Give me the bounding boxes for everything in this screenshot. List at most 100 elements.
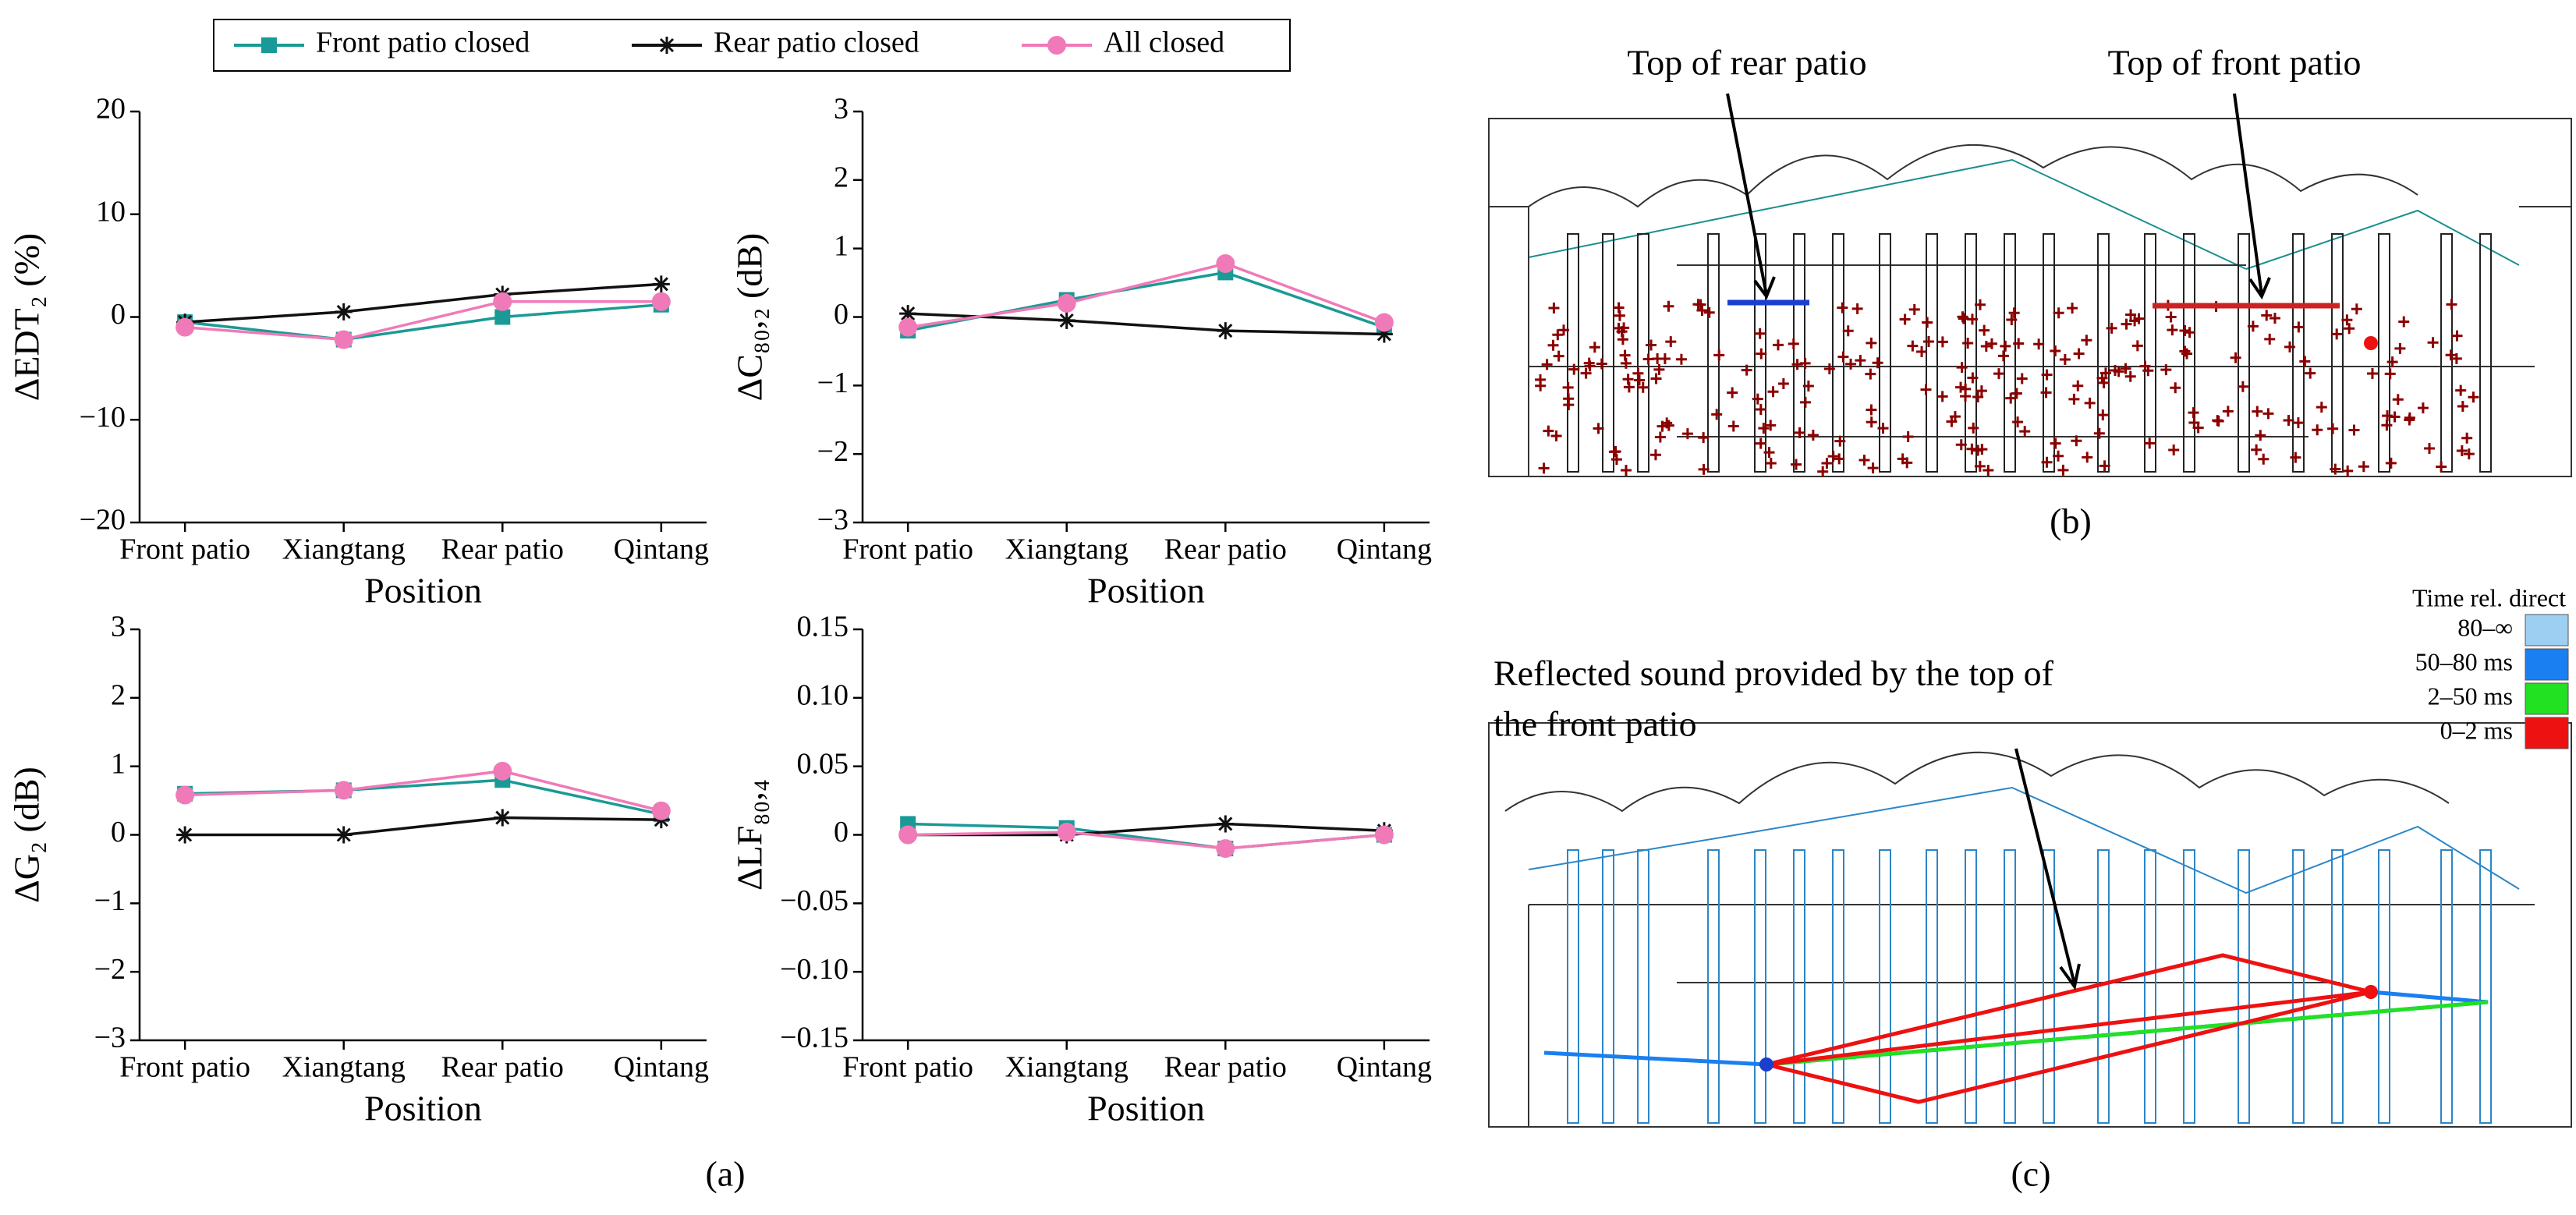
column xyxy=(2144,849,2156,1124)
column xyxy=(2331,233,2344,473)
receiver xyxy=(1837,351,1849,363)
marker xyxy=(1057,293,1076,313)
marker xyxy=(334,781,353,800)
receiver xyxy=(1866,404,1877,416)
receiver xyxy=(2284,341,2296,352)
column xyxy=(1567,233,1579,473)
receiver xyxy=(2252,406,2263,417)
receiver xyxy=(1907,340,1919,352)
receiver xyxy=(1845,358,1857,370)
column xyxy=(2238,849,2250,1124)
legend-frame xyxy=(213,19,1291,72)
marker xyxy=(651,292,671,311)
x-axis-label: Position xyxy=(1087,571,1205,611)
receiver xyxy=(2059,354,2071,366)
column xyxy=(2238,233,2250,473)
column xyxy=(2479,233,2492,473)
receiver xyxy=(1968,422,1979,434)
receiver xyxy=(2457,400,2468,412)
x-tick-label: Qintang xyxy=(614,533,709,566)
receiver xyxy=(1665,336,1677,348)
receiver xyxy=(2251,444,2262,455)
receiver xyxy=(1866,337,1877,349)
y-tick-label: −3 xyxy=(94,1022,126,1054)
receiver xyxy=(2093,427,2105,439)
marker xyxy=(1216,839,1235,859)
receiver xyxy=(1922,317,1933,328)
receiver xyxy=(1614,310,1625,321)
x-tick-label: Qintang xyxy=(1337,533,1432,566)
y-tick-label: 0 xyxy=(834,816,849,848)
receiver xyxy=(1897,453,1908,465)
receiver xyxy=(1563,393,1575,405)
annotation: the front patio xyxy=(1494,704,1697,744)
receiver xyxy=(2144,437,2156,449)
receiver xyxy=(1955,381,1967,393)
receiver xyxy=(1877,423,1889,434)
receiver xyxy=(2450,352,2462,364)
receiver xyxy=(2292,417,2304,429)
receiver xyxy=(1899,313,1911,325)
receiver xyxy=(1696,305,1708,317)
marker xyxy=(1217,322,1235,340)
receiver xyxy=(2072,380,2084,391)
time-legend-label: 50–80 ms xyxy=(2415,647,2513,675)
y-tick-label: −0.10 xyxy=(780,953,849,986)
column xyxy=(2004,849,2016,1124)
receiver xyxy=(1589,342,1600,353)
column xyxy=(1707,849,1720,1124)
marker xyxy=(1374,313,1394,332)
receiver xyxy=(2165,311,2177,323)
marker xyxy=(494,809,512,827)
receiver xyxy=(1661,417,1673,429)
receiver xyxy=(2445,349,2457,361)
receiver xyxy=(1923,335,1935,347)
annotation: Reflected sound provided by the top of xyxy=(1494,654,2054,693)
x-tick-label: Front patio xyxy=(842,533,973,566)
series-line xyxy=(908,312,1384,336)
y-tick-label: 1 xyxy=(111,747,126,780)
y-tick-label: −20 xyxy=(80,504,126,537)
receiver xyxy=(2098,377,2110,388)
marker xyxy=(652,275,670,293)
receiver xyxy=(1765,457,1777,469)
receiver xyxy=(2417,402,2429,414)
column xyxy=(1793,849,1805,1124)
receiver xyxy=(2261,310,2273,321)
receiver xyxy=(1758,423,1770,434)
receiver xyxy=(2290,452,2301,463)
receiver xyxy=(1974,299,1986,310)
receiver xyxy=(2125,309,2137,321)
receiver xyxy=(1960,391,1972,402)
y-axis-label: ΔEDT₂ (%) xyxy=(7,233,47,402)
receiver xyxy=(1613,322,1625,334)
column xyxy=(2144,233,2156,473)
receiver xyxy=(1741,364,1752,376)
series-line xyxy=(185,770,662,813)
receiver xyxy=(2097,409,2109,421)
receiver xyxy=(2468,391,2479,403)
receiver xyxy=(1858,455,1870,466)
series-line xyxy=(907,271,1385,332)
receiver xyxy=(1654,431,1666,443)
receiver xyxy=(2008,307,2020,319)
y-tick-label: −0.05 xyxy=(780,884,849,917)
receiver xyxy=(2358,461,2369,473)
series-line xyxy=(908,831,1384,850)
receiver xyxy=(1920,384,1932,395)
receiver xyxy=(1842,325,1854,337)
column xyxy=(1832,849,1844,1124)
receiver xyxy=(2188,417,2200,429)
marker xyxy=(1375,325,1393,343)
receiver xyxy=(1695,299,1706,310)
receiver xyxy=(2348,424,2360,436)
receiver xyxy=(2255,430,2266,441)
receiver xyxy=(2179,345,2191,357)
receiver xyxy=(2053,307,2064,319)
y-tick-label: −2 xyxy=(94,953,126,986)
series-line xyxy=(185,816,661,837)
x-tick-label: Xiangtang xyxy=(282,1051,406,1084)
panel-label: (b) xyxy=(2050,501,2092,541)
series-line xyxy=(184,303,661,342)
receiver xyxy=(2167,324,2178,336)
